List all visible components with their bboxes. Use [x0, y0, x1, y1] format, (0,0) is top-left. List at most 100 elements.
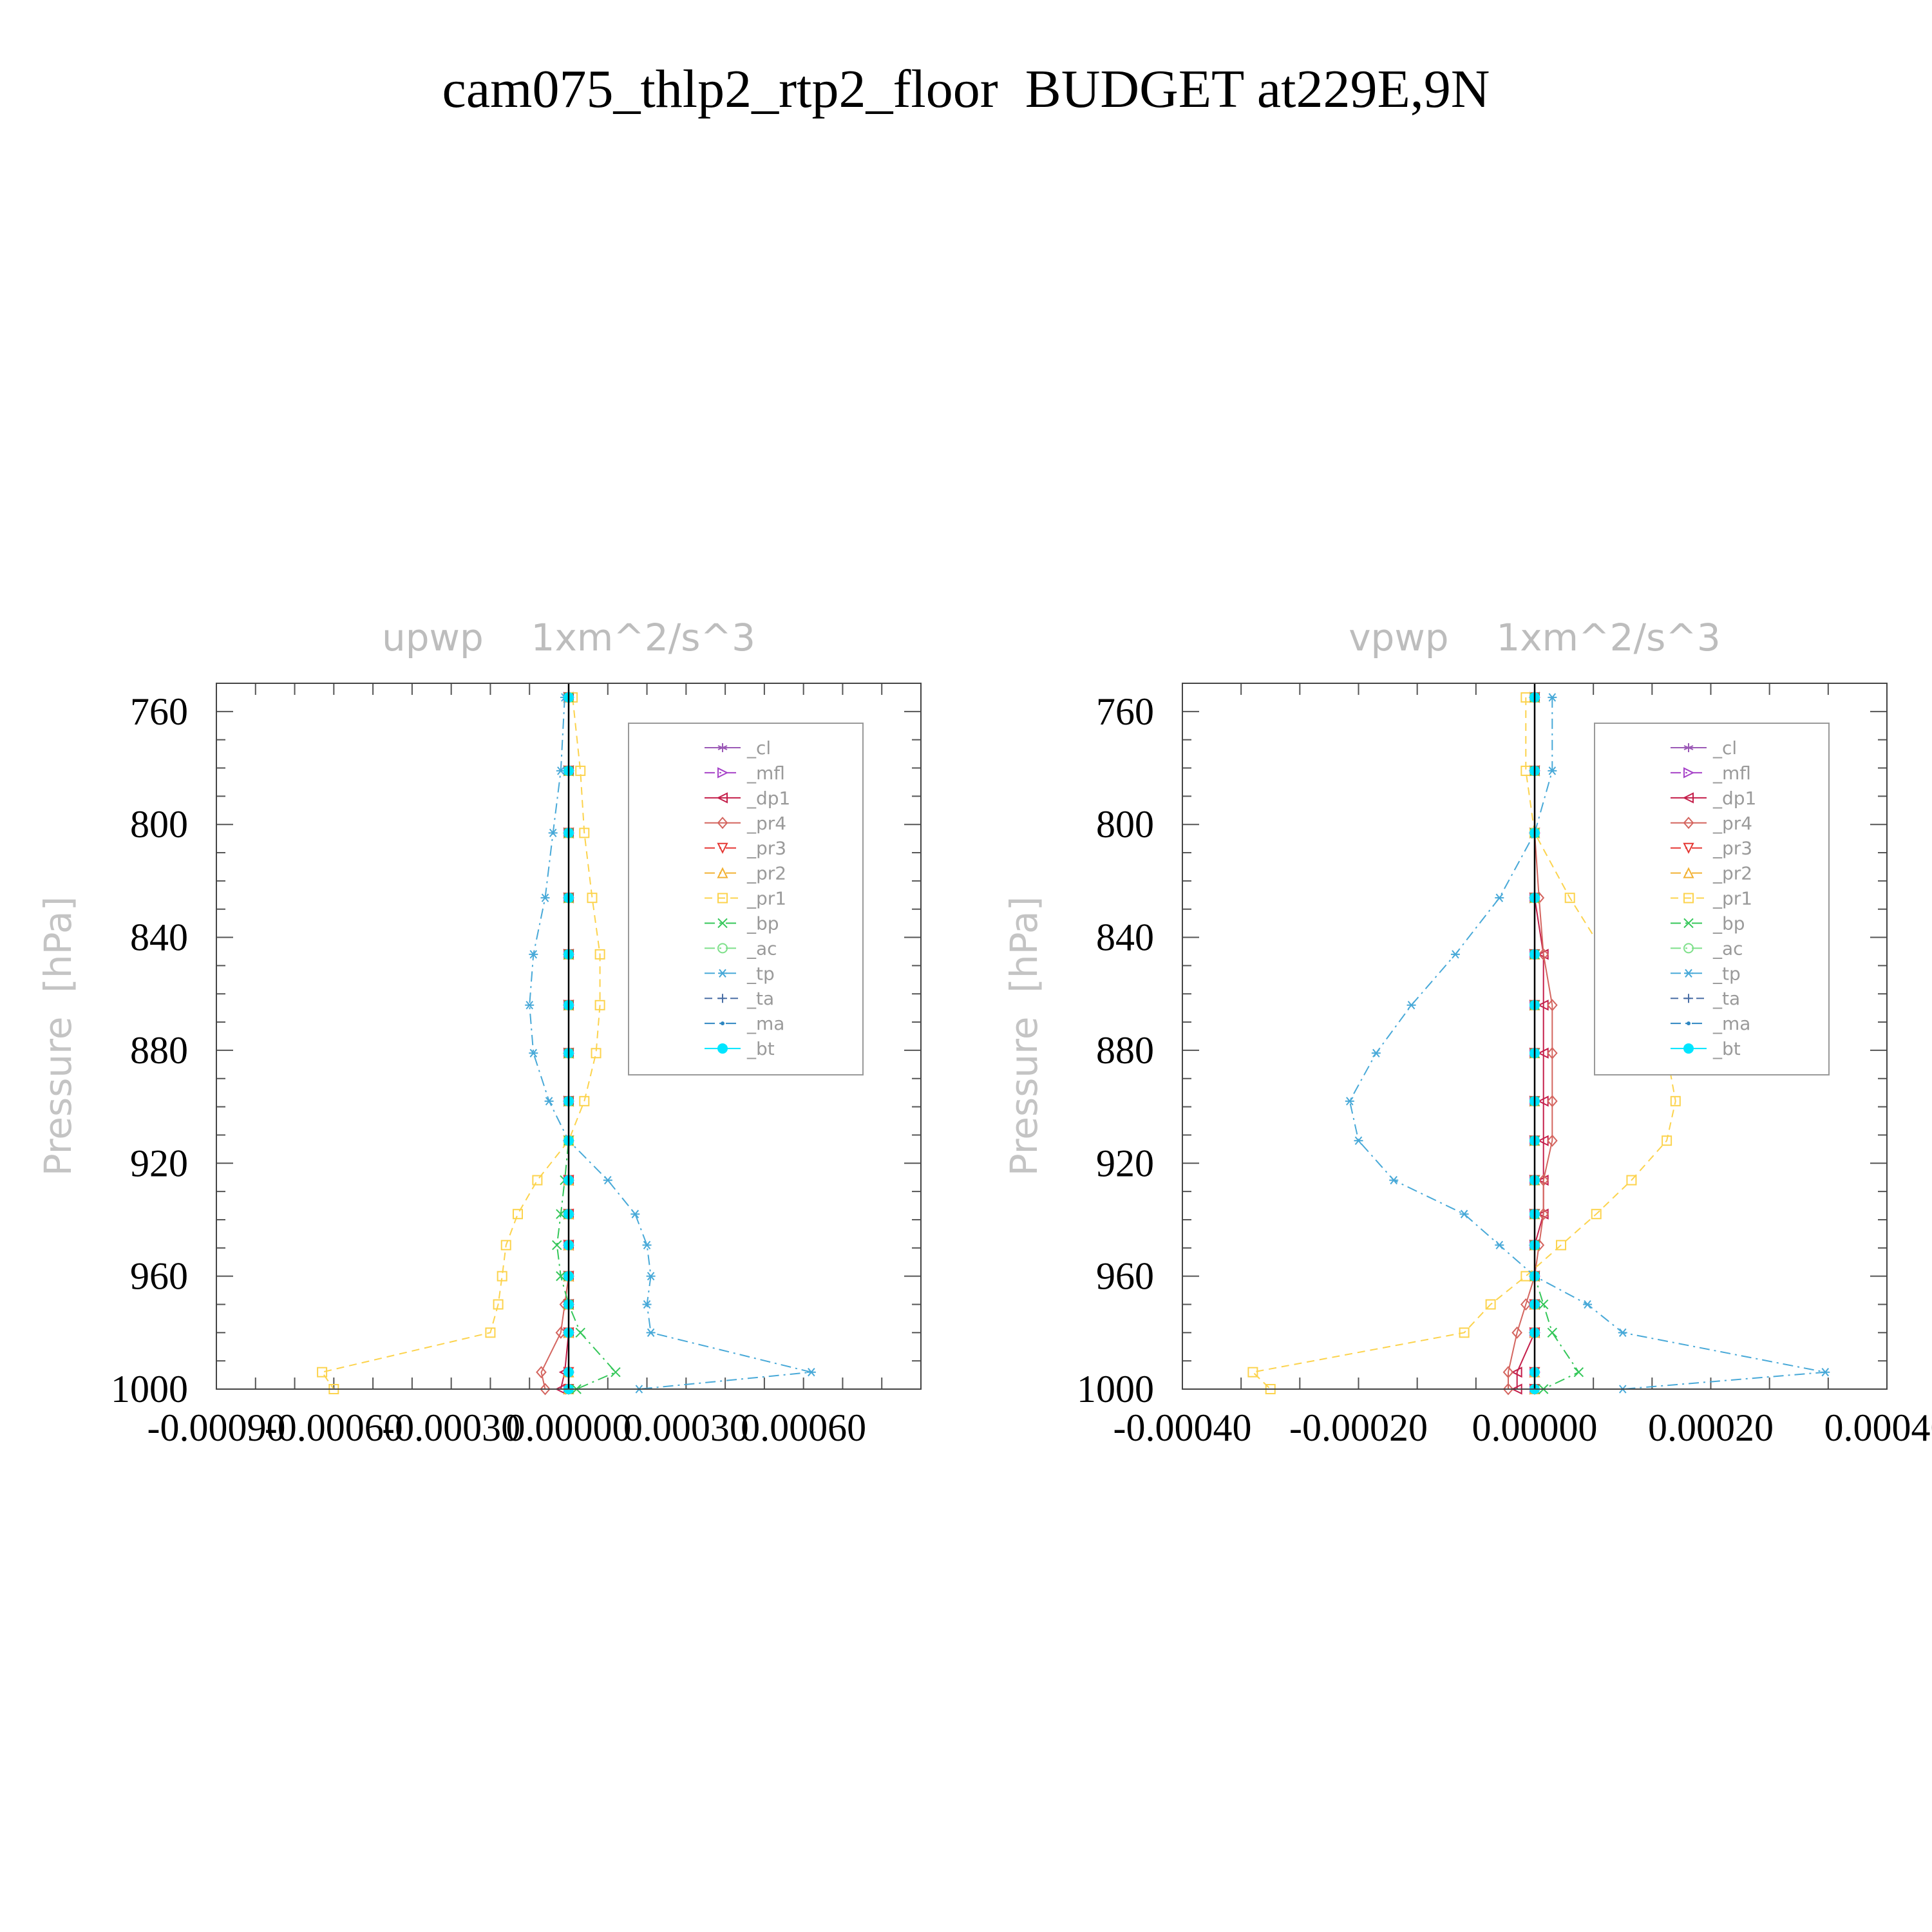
series-line-bp: [1534, 697, 1580, 1390]
legend-label: _ac: [1712, 938, 1743, 959]
legend-marker-tp: [718, 969, 727, 978]
legend-marker-ta: [718, 994, 727, 1003]
data-point-pr1: [594, 949, 605, 960]
legend-marker-pr3: [1683, 842, 1694, 854]
data-point-pr1: [594, 999, 605, 1010]
data-point-tp: [1618, 1328, 1627, 1337]
legend-label: _pr2: [746, 863, 786, 884]
data-point-bp: [1538, 1299, 1549, 1310]
data-point-tp: [630, 1209, 640, 1218]
data-point-pr1: [512, 1209, 523, 1220]
y-tick-label: 840: [130, 916, 188, 959]
y-tick-label: 960: [130, 1255, 188, 1298]
y-tick-label: 800: [130, 803, 188, 846]
x-tick-label: 0.00030: [623, 1406, 749, 1449]
data-point-tp: [1548, 693, 1557, 702]
panel-title: upwp 1xm^2/s^3: [382, 616, 755, 659]
legend-label: _ta: [746, 988, 774, 1009]
data-point-pr1: [317, 1367, 328, 1378]
legend-label: _bt: [746, 1038, 775, 1059]
data-point-pr1: [1670, 1095, 1681, 1106]
legend-marker-ac: [1683, 943, 1694, 954]
legend-marker-cl: [1683, 743, 1694, 752]
legend-marker-bt: [717, 1043, 728, 1054]
data-point-tp: [1389, 1175, 1399, 1185]
data-point-tp: [1354, 1136, 1363, 1145]
x-tick-label: 0.00060: [741, 1406, 866, 1449]
data-point-pr4: [536, 1366, 547, 1379]
y-tick-label: 1000: [1077, 1368, 1154, 1410]
data-point-pr1: [591, 1048, 601, 1059]
legend-marker-pr4: [1683, 817, 1694, 829]
data-point-tp: [1371, 1048, 1381, 1057]
data-point-dp1: [1511, 1367, 1522, 1378]
data-point-tp: [525, 1001, 535, 1010]
data-point-pr1: [579, 828, 590, 838]
legend-label: _ac: [746, 938, 777, 959]
legend-label: _ta: [1712, 988, 1740, 1009]
data-point-bp: [575, 1327, 585, 1338]
legend-marker-pr2: [717, 867, 728, 878]
legend-marker-mfl: [1683, 767, 1695, 779]
data-point-bp: [552, 1240, 562, 1251]
data-point-pr1: [1626, 1175, 1637, 1186]
x-tick-label: -0.00020: [1289, 1406, 1428, 1449]
data-point-pr4: [1547, 1046, 1558, 1059]
data-point-pr1: [500, 1240, 511, 1251]
legend-label: _pr2: [1712, 863, 1752, 884]
data-point-pr1: [497, 1271, 507, 1282]
legend-box: [1594, 723, 1830, 1075]
data-point-tp: [1406, 1001, 1416, 1010]
legend-label: _pr1: [1712, 888, 1752, 909]
data-point-pr4: [1502, 1383, 1514, 1396]
data-point-pr1: [587, 893, 598, 904]
data-point-pr1: [1556, 1240, 1567, 1251]
legend-marker-bt: [1683, 1043, 1694, 1054]
legend-box: [628, 723, 864, 1075]
plot-frame: [216, 683, 922, 1390]
legend-marker-pr1: [1683, 893, 1694, 904]
data-point-bp: [1573, 1367, 1584, 1378]
data-point-tp: [603, 1175, 612, 1185]
data-point-pr4: [1520, 1298, 1531, 1311]
legend-label: _mfl: [746, 762, 785, 784]
minor-ticks: [1182, 683, 1888, 1390]
data-point-tp: [642, 1240, 652, 1250]
data-point-bp: [556, 1271, 566, 1282]
data-point-bp: [611, 1367, 621, 1378]
series-line-pr4: [1508, 697, 1553, 1389]
x-tick-label: -0.00060: [265, 1406, 403, 1449]
panel-1: upwp 1xm^2/s^3 Pressure [hPa] 760 800 840 880…: [36, 616, 922, 1449]
series-line-bp: [556, 697, 617, 1390]
legend-label: _ma: [1712, 1013, 1750, 1034]
panel-2: vpwp 1xm^2/s^3 Pressure [hPa] 760 800 840 880…: [1002, 616, 1932, 1449]
panel-title: vpwp 1xm^2/s^3: [1349, 616, 1721, 659]
y-tick-label: 1000: [111, 1368, 188, 1410]
data-point-tp: [1548, 766, 1557, 775]
legend-label: _pr1: [746, 888, 786, 909]
data-point-tp: [1495, 893, 1504, 902]
data-point-pr4: [1511, 1326, 1522, 1339]
series-line-pr1: [321, 697, 601, 1390]
data-point-pr1: [575, 765, 586, 776]
legend-label: _ma: [746, 1013, 784, 1034]
legend-label: _bp: [746, 913, 779, 934]
legend-label: _mfl: [1712, 762, 1751, 784]
legend-label: _pr3: [1712, 838, 1752, 859]
data-point-pr1: [1662, 1135, 1672, 1146]
y-tick-label: 800: [1096, 803, 1154, 846]
data-point-pr1: [579, 1095, 590, 1106]
x-tick-label: 0.00040: [1824, 1406, 1932, 1449]
legend-marker-pr1: [717, 893, 728, 904]
data-point-pr4: [1502, 1366, 1514, 1379]
plot-frame: [1182, 683, 1888, 1390]
legend-label: _bp: [1712, 913, 1745, 934]
legend-marker-ma: [1687, 1021, 1690, 1026]
data-point-pr4: [540, 1383, 551, 1396]
legend-marker-pr4: [717, 817, 728, 829]
legend-marker-ta: [1684, 994, 1693, 1003]
legend-marker-ma: [721, 1021, 724, 1026]
data-point-bp: [556, 1209, 566, 1219]
y-tick-label: 760: [130, 690, 188, 733]
